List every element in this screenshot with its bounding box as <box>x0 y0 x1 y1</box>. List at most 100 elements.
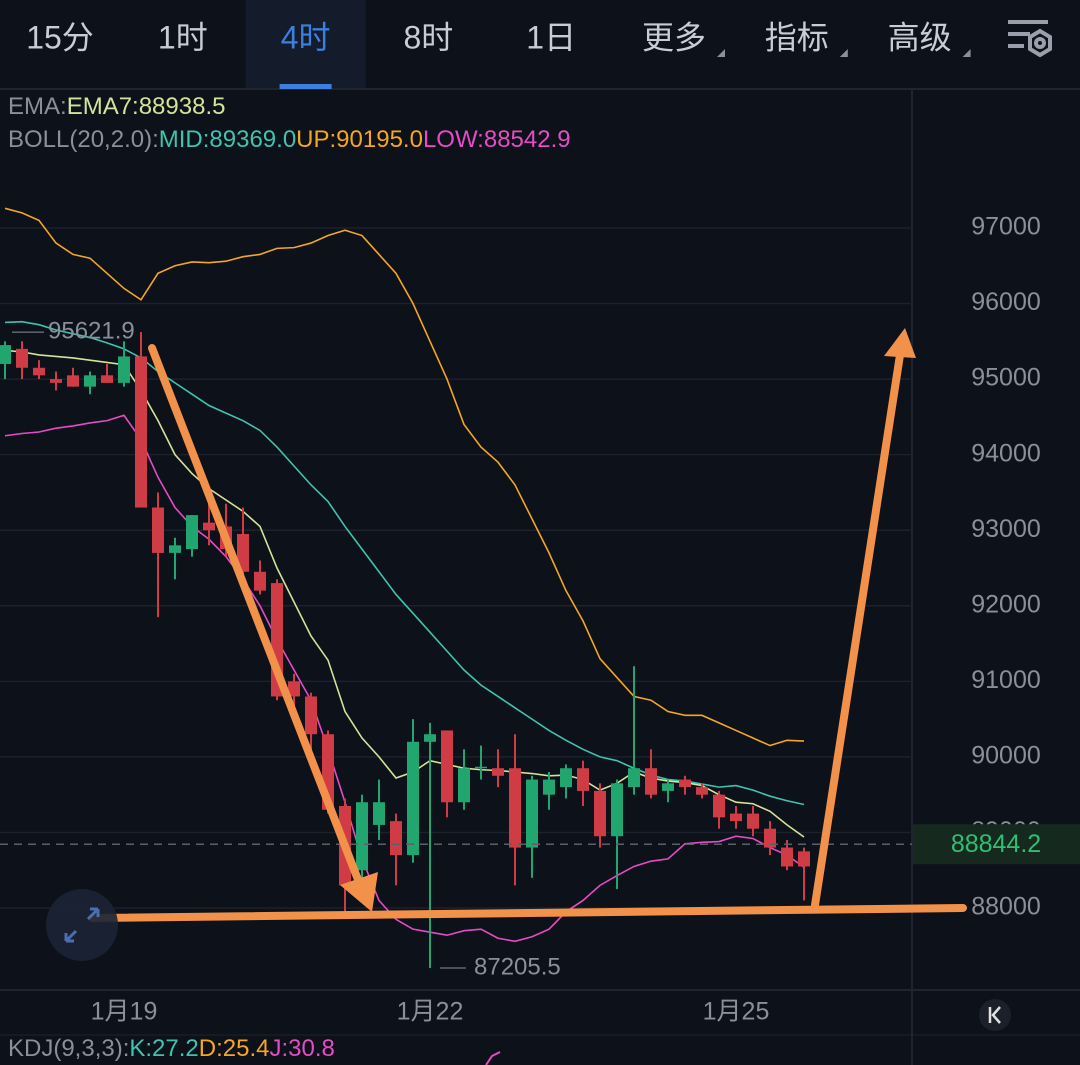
candle-body <box>798 851 810 867</box>
tab-label[interactable]: 指标 <box>765 19 829 55</box>
indicator-legend: EMA:EMA7:88938.5 <box>8 93 225 120</box>
candle-body <box>169 545 181 553</box>
tab-label[interactable]: 8时 <box>403 19 453 55</box>
candle-body <box>50 379 62 383</box>
y-tick-label: 94000 <box>971 439 1041 467</box>
drawn-arrows <box>88 328 967 922</box>
tab-label[interactable]: 高级 <box>888 19 952 55</box>
tab-label[interactable]: 4时 <box>281 19 331 55</box>
candle-body <box>373 802 385 825</box>
high-marker-label: 95621.9 <box>48 317 135 344</box>
candle-body <box>594 790 606 837</box>
candle-body <box>764 828 776 848</box>
trend-line <box>88 904 967 922</box>
arrow-line <box>811 351 904 909</box>
candle-body <box>475 766 487 769</box>
candle-body <box>560 768 572 788</box>
x-tick-label: 1月19 <box>91 998 158 1026</box>
candle-body <box>67 375 79 387</box>
indicator-legend: BOLL(20,2.0):MID:89369.0UP:90195.0LOW:88… <box>8 126 571 153</box>
legend-item: K:27.2 <box>129 1035 198 1062</box>
expand-button[interactable] <box>46 889 118 961</box>
y-tick-label: 96000 <box>971 288 1041 316</box>
tab-label[interactable]: 1时 <box>158 19 208 55</box>
last-price-box <box>913 824 1080 865</box>
candle-body <box>577 768 589 791</box>
candle-body <box>84 375 96 387</box>
legend-item: KDJ(9,3,3): <box>8 1035 129 1062</box>
icon-hex <box>1028 28 1052 58</box>
candle-body <box>152 507 164 553</box>
candle-body <box>509 768 521 848</box>
kdj-legend: KDJ(9,3,3):K:27.2D:25.4J:30.8 <box>8 1035 335 1062</box>
candle-body <box>0 345 11 364</box>
button-icon <box>988 1006 1001 1024</box>
candle-body <box>543 779 555 795</box>
tab-label[interactable]: 15分 <box>26 19 94 55</box>
candle-body <box>611 783 623 837</box>
active-tab-underline <box>279 84 332 89</box>
candle-body <box>254 571 266 591</box>
dropdown-caret <box>839 49 848 57</box>
candle-body <box>662 783 674 791</box>
y-tick-label: 95000 <box>971 364 1041 392</box>
legend-item: MID:89369.0 <box>159 126 296 153</box>
x-tick-label: 1月25 <box>703 998 770 1026</box>
x-tick-label: 1月22 <box>397 998 464 1026</box>
indicator-line <box>4 207 805 747</box>
arrow-line <box>148 344 366 894</box>
dropdown-caret <box>717 49 725 57</box>
tab-label[interactable]: 1日 <box>526 19 576 55</box>
candle-body <box>135 356 147 508</box>
low-marker-label: 87205.5 <box>474 953 561 980</box>
arrow-head <box>884 328 916 358</box>
active-tab-bg <box>245 0 366 88</box>
y-tick-label: 92000 <box>971 590 1041 618</box>
candle-body <box>356 802 368 871</box>
candle-body <box>747 813 759 829</box>
candle-body <box>186 515 198 550</box>
candle-body <box>237 533 249 572</box>
candle-body <box>713 794 725 818</box>
y-tick-label: 93000 <box>971 515 1041 543</box>
legend-item: D:25.4 <box>199 1035 270 1062</box>
candle-body <box>203 522 215 531</box>
last-price-label: 88844.2 <box>951 830 1041 858</box>
legend-item: LOW:88542.9 <box>423 126 571 153</box>
y-tick-label: 91000 <box>971 666 1041 694</box>
arrow-head <box>340 872 378 912</box>
legend-item: UP:90195.0 <box>296 126 423 153</box>
candle-body <box>730 813 742 822</box>
icon-dot <box>1034 37 1046 49</box>
button-bg <box>46 889 118 961</box>
settings-icon[interactable] <box>1008 20 1052 58</box>
legend-item: EMA7:88938.5 <box>67 93 226 120</box>
candle-body <box>492 768 504 776</box>
candle-body <box>16 348 28 368</box>
reset-button[interactable] <box>979 999 1011 1031</box>
candle-body <box>441 730 453 803</box>
y-tick-label: 90000 <box>971 742 1041 770</box>
candle-body <box>305 696 317 735</box>
legend-item: J:30.8 <box>269 1035 334 1062</box>
candle-body <box>526 779 538 848</box>
candle-body <box>407 741 419 856</box>
button-bg <box>979 999 1011 1031</box>
legend-item: EMA: <box>8 93 67 120</box>
tab-label[interactable]: 更多 <box>642 19 706 55</box>
candle-body <box>424 734 436 742</box>
y-tick-label: 97000 <box>971 213 1041 241</box>
y-tick-label: 88000 <box>971 893 1041 921</box>
dropdown-caret <box>962 49 971 57</box>
candle-body <box>645 768 657 795</box>
candle-body <box>118 356 130 383</box>
kdj-line-fragment <box>485 1051 501 1065</box>
button-icon <box>64 907 100 943</box>
legend-item: BOLL(20,2.0): <box>8 126 159 153</box>
candle-body <box>679 779 691 788</box>
candle-body <box>628 768 640 788</box>
